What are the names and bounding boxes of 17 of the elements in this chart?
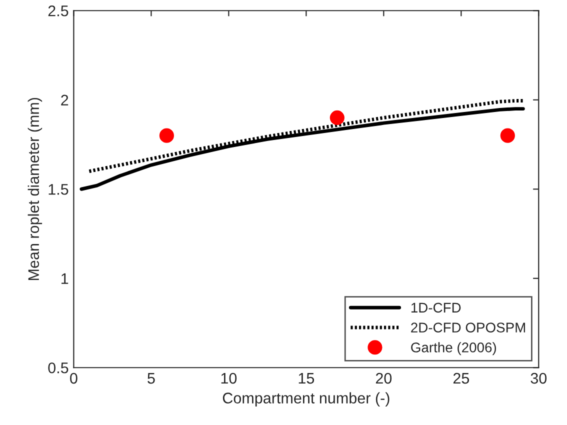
y-tick-label: 2 (61, 94, 68, 106)
y-tick-label: 0.5 (48, 362, 68, 374)
y-tick-label: 1 (62, 273, 68, 284)
legend-label: 2D-CFD OPOSPM (411, 322, 526, 332)
x-tick-label: 30 (530, 372, 547, 384)
legend-label: 1D-CFD (411, 302, 461, 313)
y-axis-title: Mean roplet diameter (mm) (28, 98, 42, 280)
legend-label: Garthe (2006) (411, 342, 496, 356)
x-tick-label: 5 (148, 373, 155, 384)
x-tick-label: 25 (453, 372, 470, 384)
x-tick-label: 10 (221, 372, 237, 384)
x-tick-label: 0 (70, 372, 78, 384)
x-tick-label: 15 (298, 373, 314, 384)
x-tick-label: 20 (376, 372, 392, 384)
x-axis-title: Compartment number (-) (222, 392, 390, 407)
y-tick-label: 2.5 (48, 5, 68, 16)
y-tick-label: 1.5 (48, 184, 68, 195)
